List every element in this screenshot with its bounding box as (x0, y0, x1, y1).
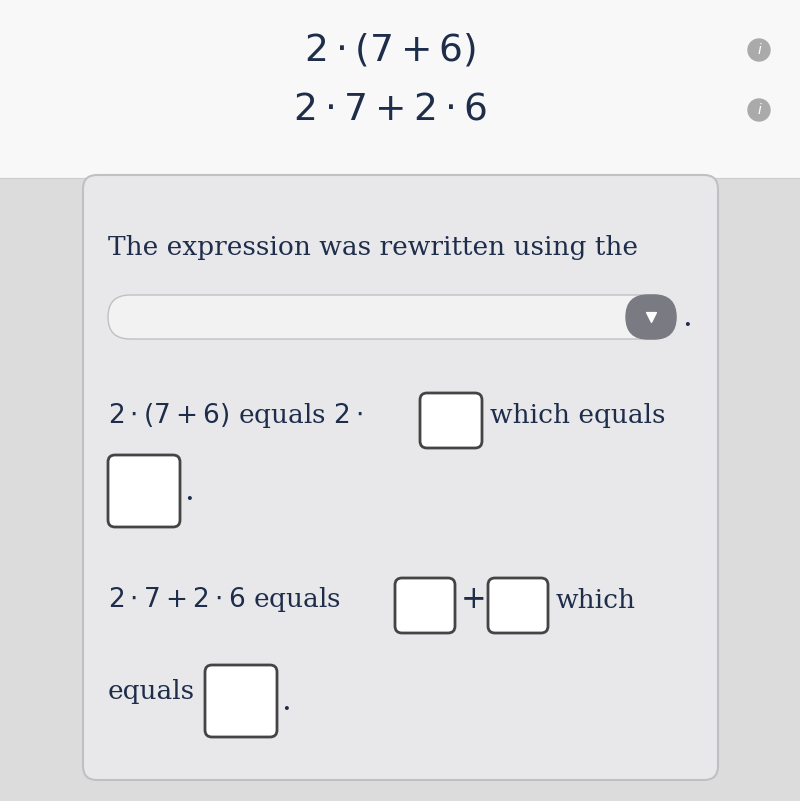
FancyBboxPatch shape (420, 393, 482, 448)
FancyBboxPatch shape (488, 578, 548, 633)
Text: i: i (757, 43, 761, 57)
Text: $2 \cdot (7 + 6)$: $2 \cdot (7 + 6)$ (304, 31, 476, 69)
FancyBboxPatch shape (395, 578, 455, 633)
Text: .: . (281, 686, 290, 717)
Circle shape (748, 39, 770, 61)
FancyBboxPatch shape (626, 295, 676, 339)
Text: $2 \cdot 7 + 2 \cdot 6$: $2 \cdot 7 + 2 \cdot 6$ (293, 92, 487, 128)
Text: The expression was rewritten using the: The expression was rewritten using the (108, 235, 638, 260)
Text: which: which (556, 587, 636, 613)
Text: which equals: which equals (490, 402, 666, 428)
FancyBboxPatch shape (83, 175, 718, 780)
Point (645, 311, 658, 324)
Text: $2 \cdot 7 + 2 \cdot 6$ equals: $2 \cdot 7 + 2 \cdot 6$ equals (108, 586, 341, 614)
Text: i: i (757, 103, 761, 117)
Text: .: . (184, 476, 194, 506)
Text: $2 \cdot (7 + 6)$ equals $2\cdot$: $2 \cdot (7 + 6)$ equals $2\cdot$ (108, 400, 363, 429)
Bar (0, 0, 800, 178)
FancyBboxPatch shape (108, 455, 180, 527)
Text: +: + (461, 585, 486, 615)
FancyBboxPatch shape (108, 295, 676, 339)
Text: equals: equals (108, 679, 195, 705)
Circle shape (748, 99, 770, 121)
FancyBboxPatch shape (205, 665, 277, 737)
Text: .: . (682, 301, 692, 332)
